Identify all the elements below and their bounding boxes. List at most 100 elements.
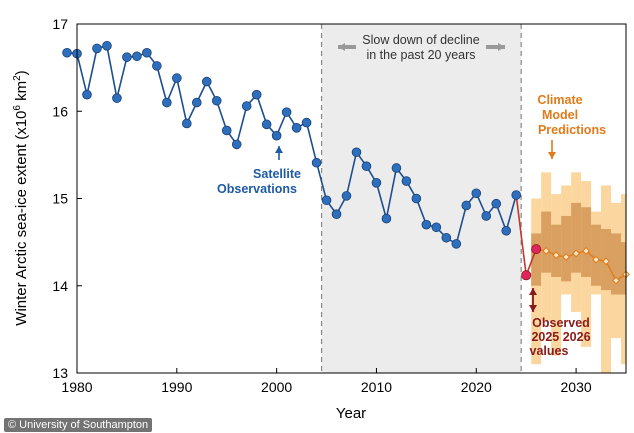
satellite-point-2000 <box>271 130 282 141</box>
satellite-point-1992 <box>191 97 202 108</box>
satellite-point-2022 <box>491 198 502 209</box>
model-band-inner-3 <box>561 215 572 282</box>
satellite-point-1997 <box>241 101 252 111</box>
x-tick-label-1980: 1980 <box>61 379 92 395</box>
model-band-inner-6 <box>591 224 602 286</box>
satellite-point-2010 <box>371 177 382 188</box>
satellite-point-2012 <box>391 163 402 173</box>
model-point-2027 <box>542 246 551 255</box>
satellite-point-2020 <box>471 188 482 199</box>
y-tick-label-17: 17 <box>52 16 68 32</box>
model-point-2031 <box>582 246 590 255</box>
satellite-point-2015 <box>421 219 432 230</box>
satellite-point-2013 <box>401 176 412 186</box>
satellite-point-1998 <box>251 89 262 100</box>
satellite-point-1983 <box>102 41 112 51</box>
observed-arrow-down-head <box>529 305 537 312</box>
satellite-label-line2: Observations <box>217 182 297 196</box>
satellite-point-2005 <box>321 195 332 206</box>
satellite-point-1991 <box>182 118 192 129</box>
model-point-2032 <box>592 255 600 264</box>
model-label-line1: Climate <box>537 93 582 107</box>
model-bands-layer <box>531 172 626 373</box>
observed-label-line1: Observed <box>532 316 590 330</box>
satellite-point-1988 <box>152 61 162 71</box>
series-points-layer <box>62 41 630 285</box>
satellite-point-1995 <box>221 125 232 136</box>
y-axis-title-sup: 6 <box>12 105 23 111</box>
satellite-point-1993 <box>201 76 212 87</box>
shaded-period-label-line1: Slow down of decline <box>362 33 479 47</box>
satellite-point-2017 <box>441 232 452 243</box>
y-axis-title-unit: km <box>13 81 30 105</box>
satellite-point-2021 <box>481 211 492 221</box>
satellite-point-2016 <box>431 222 442 233</box>
shaded-period-arrow-right-head <box>498 43 505 51</box>
satellite-point-1990 <box>172 73 182 83</box>
satellite-point-2019 <box>461 200 472 211</box>
y-tick-label-15: 15 <box>52 191 68 207</box>
shaded-period <box>321 24 522 373</box>
y-axis-title-main: Winter Arctic sea-ice extent (x10 <box>13 111 30 326</box>
satellite-point-1994 <box>211 95 222 106</box>
satellite-point-1999 <box>261 119 272 130</box>
satellite-label-line1: Satellite <box>253 167 301 181</box>
satellite-point-2003 <box>301 117 312 128</box>
satellite-point-2018 <box>451 239 462 249</box>
y-axis-title-end: ) <box>13 70 30 75</box>
model-band-inner-1 <box>541 211 552 273</box>
satellite-point-2009 <box>361 161 372 172</box>
satellite-arrow-head <box>275 146 283 153</box>
model-band-inner-9 <box>621 242 626 295</box>
satellite-point-2004 <box>311 157 322 168</box>
satellite-point-1985 <box>122 52 132 62</box>
observed-point-2025 <box>521 270 532 281</box>
satellite-point-2002 <box>291 123 302 133</box>
satellite-point-1986 <box>132 51 142 62</box>
shaded-period-layer <box>320 24 522 373</box>
x-tick-label-2020: 2020 <box>461 379 492 395</box>
observed-label-line2: 2025 2026 <box>531 330 590 344</box>
model-band-inner-2 <box>551 224 562 278</box>
observed-label-line3: values <box>530 344 569 358</box>
model-band-inner-5 <box>581 207 592 278</box>
model-point-2033 <box>602 257 610 266</box>
satellite-point-2024 <box>511 190 522 200</box>
satellite-observations-line <box>66 44 517 246</box>
model-point-2034 <box>612 276 620 285</box>
satellite-point-1987 <box>142 47 152 58</box>
y-tick-label-13: 13 <box>52 365 68 381</box>
satellite-point-1979 <box>62 47 72 58</box>
model-point-2029 <box>562 253 571 261</box>
model-band-inner-0 <box>531 233 542 286</box>
model-arrow-head <box>548 152 556 159</box>
satellite-point-2011 <box>381 213 392 224</box>
x-tick-label-2010: 2010 <box>361 379 392 395</box>
x-tick-label-1990: 1990 <box>161 379 192 395</box>
model-point-2028 <box>552 251 561 260</box>
satellite-point-2023 <box>501 225 512 236</box>
credit-label: © University of Southampton <box>4 418 153 432</box>
model-prediction-line <box>536 248 627 282</box>
x-tick-label-2030: 2030 <box>561 379 592 395</box>
model-point-2030 <box>572 249 580 258</box>
shaded-period-label-line2: in the past 20 years <box>366 48 475 62</box>
satellite-point-1989 <box>162 97 172 108</box>
axes-layer: 1980 1990 2000 2010 2020 2030 13 14 15 16 17 <box>52 16 627 395</box>
y-tick-label-16: 16 <box>52 103 68 119</box>
y-axis-title-sup2: 2 <box>12 75 23 81</box>
model-label-line2: Model <box>542 108 578 122</box>
satellite-point-1984 <box>112 93 122 103</box>
model-label-line3: Predictions <box>538 123 606 137</box>
shaded-period-arrow-left-head <box>338 43 345 51</box>
satellite-point-2007 <box>341 191 352 201</box>
satellite-point-2006 <box>331 209 342 220</box>
satellite-point-1996 <box>231 139 242 150</box>
satellite-point-1982 <box>92 43 102 54</box>
satellite-point-2014 <box>411 193 422 204</box>
x-axis-title: Year <box>336 405 366 422</box>
x-tick-label-2000: 2000 <box>261 379 292 395</box>
satellite-point-2008 <box>351 147 362 158</box>
satellite-point-2001 <box>281 107 292 117</box>
